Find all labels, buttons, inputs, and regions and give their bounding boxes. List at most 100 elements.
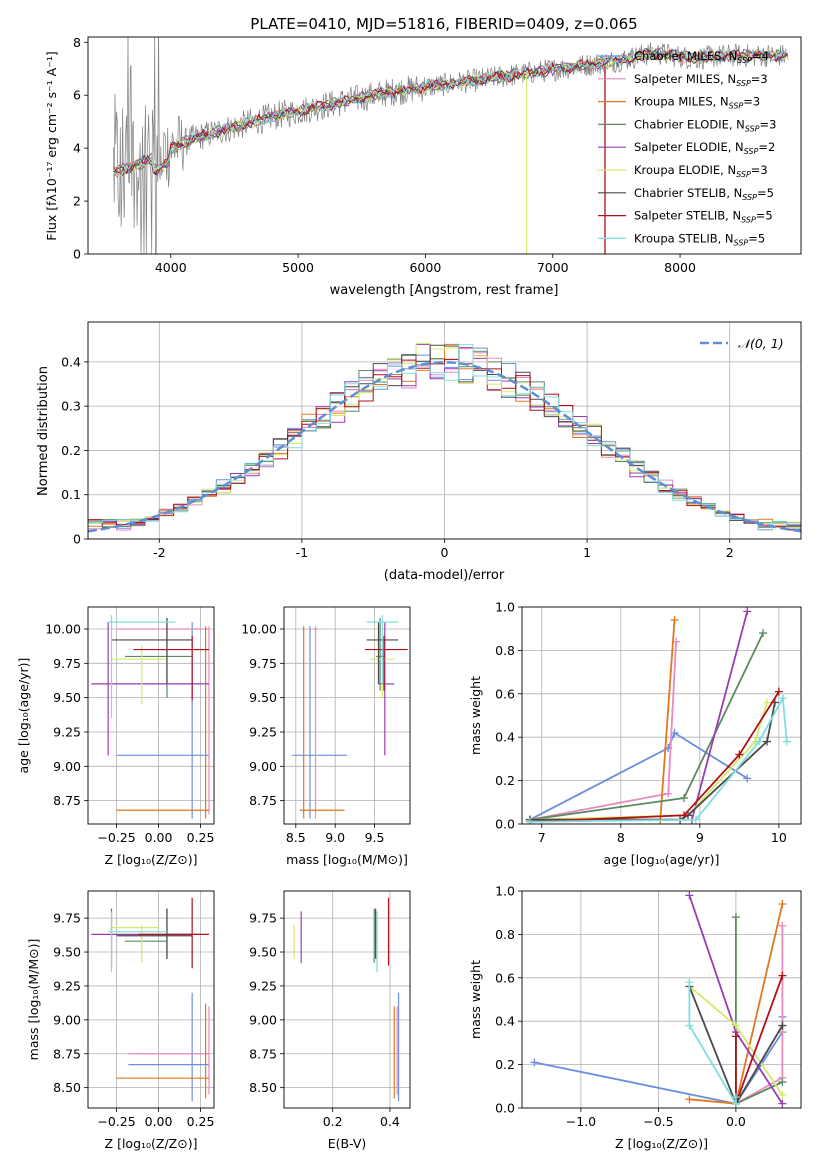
y-tick-label: 0.4	[495, 1014, 515, 1029]
y-tick-label: 2	[73, 194, 81, 209]
x-tick-label: 2	[726, 545, 734, 560]
x-tick-label: −0.25	[97, 830, 135, 845]
point-krou_miles	[116, 626, 209, 819]
legend-text: Kroupa ELODIE, N	[634, 163, 736, 177]
x-tick-label: 0.00	[145, 1114, 173, 1129]
x-tick-label: 0.2	[323, 1114, 343, 1129]
plot-area	[88, 891, 214, 1108]
legend-text: =5	[757, 186, 774, 200]
point-salp_elodie	[91, 622, 209, 756]
y-tick-label: 10.00	[241, 621, 277, 636]
y-tick-label: 9.75	[53, 656, 81, 671]
plot-area	[522, 891, 801, 1108]
point-salp_miles	[116, 626, 210, 815]
axes-frame	[87, 890, 215, 1109]
marker-krou_stelib	[691, 815, 700, 824]
legend-subscript: SSP	[734, 238, 749, 247]
legend-subscript: SSP	[736, 170, 751, 179]
marker-chab_stelib	[778, 1021, 787, 1030]
x-tick-label: −0.5	[643, 1114, 673, 1129]
model-chab_elodie	[113, 47, 788, 176]
model-krou_miles	[113, 48, 788, 178]
x-axis-label: age [log₁₀(age/yr)]	[604, 852, 720, 867]
legend-label: Salpeter ELODIE, NSSP=2	[634, 140, 775, 156]
point-chab_elodie	[124, 908, 168, 959]
legend-text: =4	[752, 49, 769, 63]
y-tick-label: 9.25	[53, 978, 81, 993]
point-salp_stelib	[133, 635, 209, 701]
axes-age_vs_Z: −0.25 0.00 0.25 8.75 9.00 9.25 9.50 9.75 10.00	[45, 606, 214, 845]
x-tick-label: -1	[296, 545, 308, 560]
y-tick-label: 9.25	[53, 724, 81, 739]
legend-text: Kroupa STELIB, N	[634, 231, 734, 245]
x-tick-label: 8000	[664, 260, 696, 275]
x-tick-label: 0.4	[380, 1114, 400, 1129]
marker-krou_stelib	[525, 817, 534, 824]
marker-krou_elodie	[731, 1021, 740, 1030]
legend-text: Salpeter MILES, N	[634, 72, 736, 86]
legend-subscript: SSP	[744, 147, 759, 156]
y-tick-label: 10.00	[45, 621, 81, 636]
point-krou_stelib	[108, 911, 167, 973]
y-tick-label: 0.0	[495, 817, 515, 832]
marker-salp_stelib	[735, 750, 744, 759]
point-chab_miles	[291, 626, 347, 819]
legend-text: =3	[751, 72, 768, 86]
y-tick-label: 0.1	[61, 487, 81, 502]
y-axis-label: mass weight	[468, 960, 483, 1039]
marker-krou_stelib	[685, 1021, 694, 1030]
axes-frame	[283, 606, 411, 825]
x-tick-label: 10	[771, 830, 787, 845]
line-salp_stelib	[529, 691, 780, 823]
axes-weight_vs_Z: −1.0 −0.5 0.0 0.0 0.2 0.4 0.6 0.8 1.0	[495, 884, 802, 1129]
y-tick-label: 8.50	[249, 1080, 277, 1095]
y-tick-label: 9.50	[53, 945, 81, 960]
point-krou_stelib	[366, 615, 399, 684]
line-chab_miles	[529, 731, 748, 821]
point-krou_miles	[299, 626, 345, 819]
axes-mass_vs_Z: −0.25 0.00 0.25 8.50 8.75 9.00 9.25 9.50 9.75	[53, 890, 215, 1129]
legend-label: Salpeter STELIB, NSSP=5	[634, 209, 773, 225]
marker-salp_elodie	[685, 891, 694, 900]
line-salp_miles	[529, 641, 677, 821]
x-tick-label: 6000	[409, 260, 441, 275]
y-tick-label: 9.00	[249, 1012, 277, 1027]
x-tick-label: 8.5	[286, 830, 306, 845]
plot-area	[522, 607, 801, 824]
marker-krou_miles	[685, 1095, 694, 1104]
axes-frame	[521, 606, 802, 825]
y-tick-label: 0	[73, 532, 81, 547]
legend-label: Chabrier ELODIE, NSSP=3	[634, 117, 776, 133]
marker-chab_stelib	[763, 737, 772, 746]
legend-text: Kroupa MILES, N	[634, 95, 729, 109]
y-tick-label: 0.3	[61, 399, 81, 414]
model-chab_stelib	[113, 48, 788, 176]
line-chab_elodie	[529, 632, 764, 821]
marker-chab_elodie	[680, 793, 689, 802]
marker-krou_elodie	[763, 698, 772, 707]
axes-residuals: -2 -1 0 1 2 0 0.1 0.2 0.3 0.4 𝒩(0, 1)	[61, 321, 802, 560]
x-tick-label: −0.25	[97, 1114, 135, 1129]
y-tick-label: 9.25	[249, 724, 277, 739]
marker-salp_miles	[778, 921, 787, 930]
y-tick-label: 0.0	[495, 1101, 515, 1116]
y-tick-label: 4	[73, 141, 81, 156]
legend-subscript: SSP	[742, 193, 757, 202]
x-tick-label: 0	[441, 545, 449, 560]
x-tick-label: −1.0	[566, 1114, 596, 1129]
x-axis-label: Z [log₁₀(Z/Z⊙)]	[105, 1136, 198, 1151]
y-axis-label: mass weight	[468, 676, 483, 755]
x-tick-label: 4000	[155, 260, 187, 275]
marker-krou_stelib	[755, 737, 764, 746]
y-tick-label: 8.75	[53, 793, 81, 808]
point-chab_stelib	[111, 617, 193, 684]
legend-subscript: SSP	[741, 216, 756, 225]
axes-frame	[521, 890, 802, 1109]
legend-text: =5	[748, 231, 765, 245]
point-krou_elodie	[111, 924, 159, 963]
marker-chab_miles	[530, 1058, 539, 1067]
point-krou_stelib	[108, 615, 176, 719]
x-tick-label: 9.0	[325, 830, 345, 845]
plot-area	[284, 891, 410, 1108]
legend-text: =3	[743, 95, 760, 109]
